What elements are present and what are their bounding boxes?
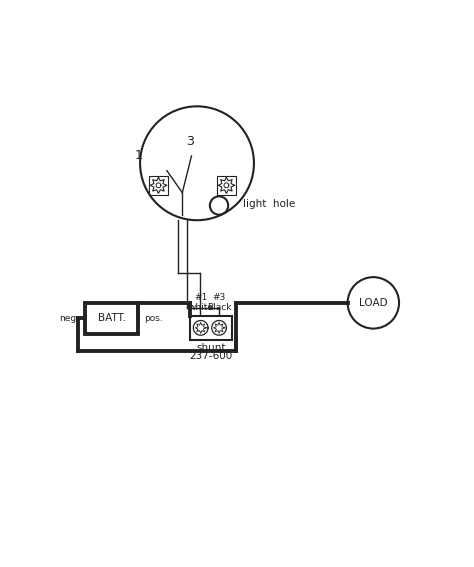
Text: 3: 3: [186, 135, 193, 148]
Text: BATT.: BATT.: [98, 314, 126, 324]
Text: neg.: neg.: [59, 314, 80, 323]
Bar: [190, 316, 232, 340]
Text: pos.: pos.: [144, 314, 163, 323]
Text: 237-600: 237-600: [189, 350, 232, 361]
Text: shunt: shunt: [196, 343, 226, 353]
Text: light  hole: light hole: [243, 198, 295, 209]
Text: LOAD: LOAD: [359, 298, 388, 308]
Bar: [85, 303, 138, 334]
Text: #1
white: #1 white: [188, 293, 213, 312]
Text: 1: 1: [134, 150, 142, 162]
Text: #3
Black: #3 Black: [207, 293, 231, 312]
